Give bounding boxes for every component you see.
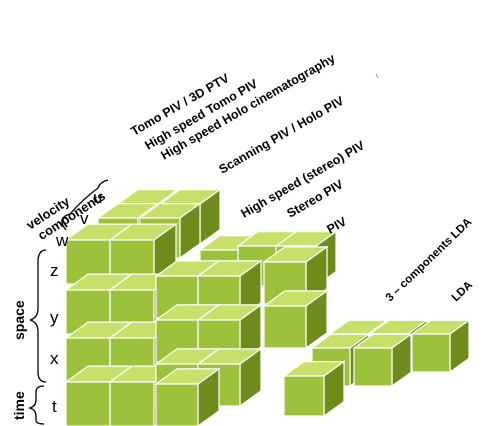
time-bracket bbox=[27, 385, 45, 425]
axis-letter-w: w bbox=[55, 231, 69, 250]
cube-piv-y bbox=[262, 289, 329, 350]
axis-brackets bbox=[27, 179, 109, 425]
axis-letter-t: t bbox=[52, 397, 57, 416]
stray-mark bbox=[375, 73, 379, 79]
axis-letter-y: y bbox=[50, 308, 59, 327]
axis-letter-u: u bbox=[93, 188, 102, 207]
cube-lda-front-2 bbox=[352, 333, 413, 388]
space-label: space bbox=[11, 300, 27, 340]
cube-stack bbox=[64, 188, 471, 426]
velocity-bracket bbox=[61, 179, 109, 231]
cube-mid-t-1 bbox=[154, 367, 221, 426]
axis-letters: u v w z y x t bbox=[50, 188, 102, 416]
label-lda: LDA bbox=[450, 279, 475, 304]
cube-lda-back-3 bbox=[410, 319, 471, 374]
axis-letter-z: z bbox=[50, 261, 59, 280]
time-label: time bbox=[11, 391, 27, 420]
cube-lda-t bbox=[282, 360, 346, 418]
axis-letter-x: x bbox=[50, 349, 59, 368]
axis-letter-v: v bbox=[80, 209, 89, 228]
space-bracket bbox=[29, 249, 47, 383]
